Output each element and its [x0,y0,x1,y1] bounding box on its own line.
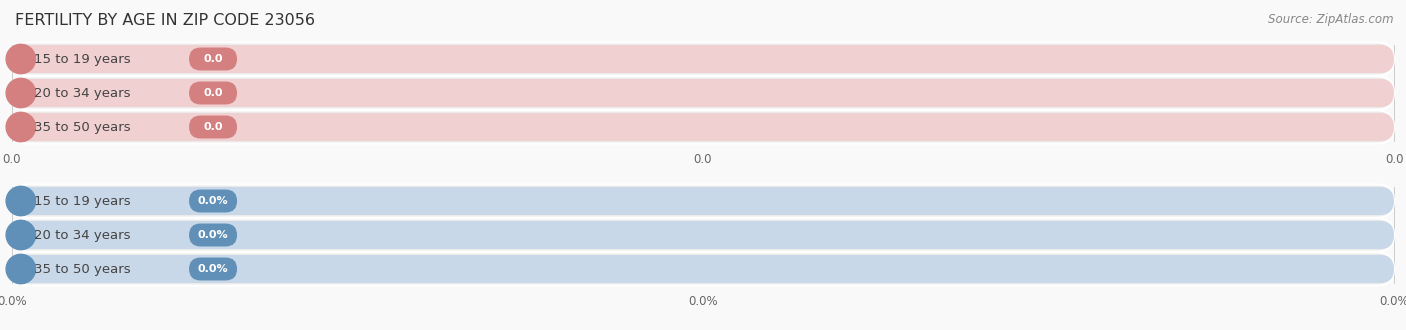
FancyBboxPatch shape [13,43,1393,76]
Circle shape [6,78,35,108]
Text: 0.0: 0.0 [204,122,222,132]
FancyBboxPatch shape [13,113,1393,141]
FancyBboxPatch shape [13,79,1393,107]
Text: 0.0%: 0.0% [198,196,228,206]
Text: 15 to 19 years: 15 to 19 years [34,52,131,65]
FancyBboxPatch shape [188,189,238,213]
Text: Source: ZipAtlas.com: Source: ZipAtlas.com [1268,13,1393,26]
Circle shape [6,112,35,142]
FancyBboxPatch shape [188,82,238,105]
Text: 0.0%: 0.0% [0,295,27,308]
Circle shape [6,186,35,216]
FancyBboxPatch shape [188,223,238,247]
Text: 20 to 34 years: 20 to 34 years [34,228,131,242]
FancyBboxPatch shape [188,48,238,71]
Circle shape [6,44,35,74]
FancyBboxPatch shape [13,252,1393,285]
FancyBboxPatch shape [188,257,238,280]
FancyBboxPatch shape [188,115,238,139]
FancyBboxPatch shape [13,255,1393,283]
Text: 0.0%: 0.0% [1379,295,1406,308]
Text: 0.0: 0.0 [204,88,222,98]
FancyBboxPatch shape [13,221,1393,249]
Text: FERTILITY BY AGE IN ZIP CODE 23056: FERTILITY BY AGE IN ZIP CODE 23056 [15,13,315,28]
Text: 0.0%: 0.0% [198,264,228,274]
Circle shape [6,254,35,284]
Text: 15 to 19 years: 15 to 19 years [34,194,131,208]
FancyBboxPatch shape [13,218,1393,251]
FancyBboxPatch shape [13,111,1393,144]
Text: 0.0: 0.0 [204,54,222,64]
Text: 0.0: 0.0 [693,153,713,166]
Text: 35 to 50 years: 35 to 50 years [34,120,131,134]
Text: 20 to 34 years: 20 to 34 years [34,86,131,100]
FancyBboxPatch shape [13,187,1393,215]
FancyBboxPatch shape [13,45,1393,73]
Text: 0.0%: 0.0% [688,295,718,308]
Text: 0.0: 0.0 [1385,153,1403,166]
Text: 0.0: 0.0 [3,153,21,166]
Text: 35 to 50 years: 35 to 50 years [34,262,131,276]
Circle shape [6,220,35,250]
Text: 0.0%: 0.0% [198,230,228,240]
FancyBboxPatch shape [13,184,1393,217]
FancyBboxPatch shape [13,77,1393,110]
